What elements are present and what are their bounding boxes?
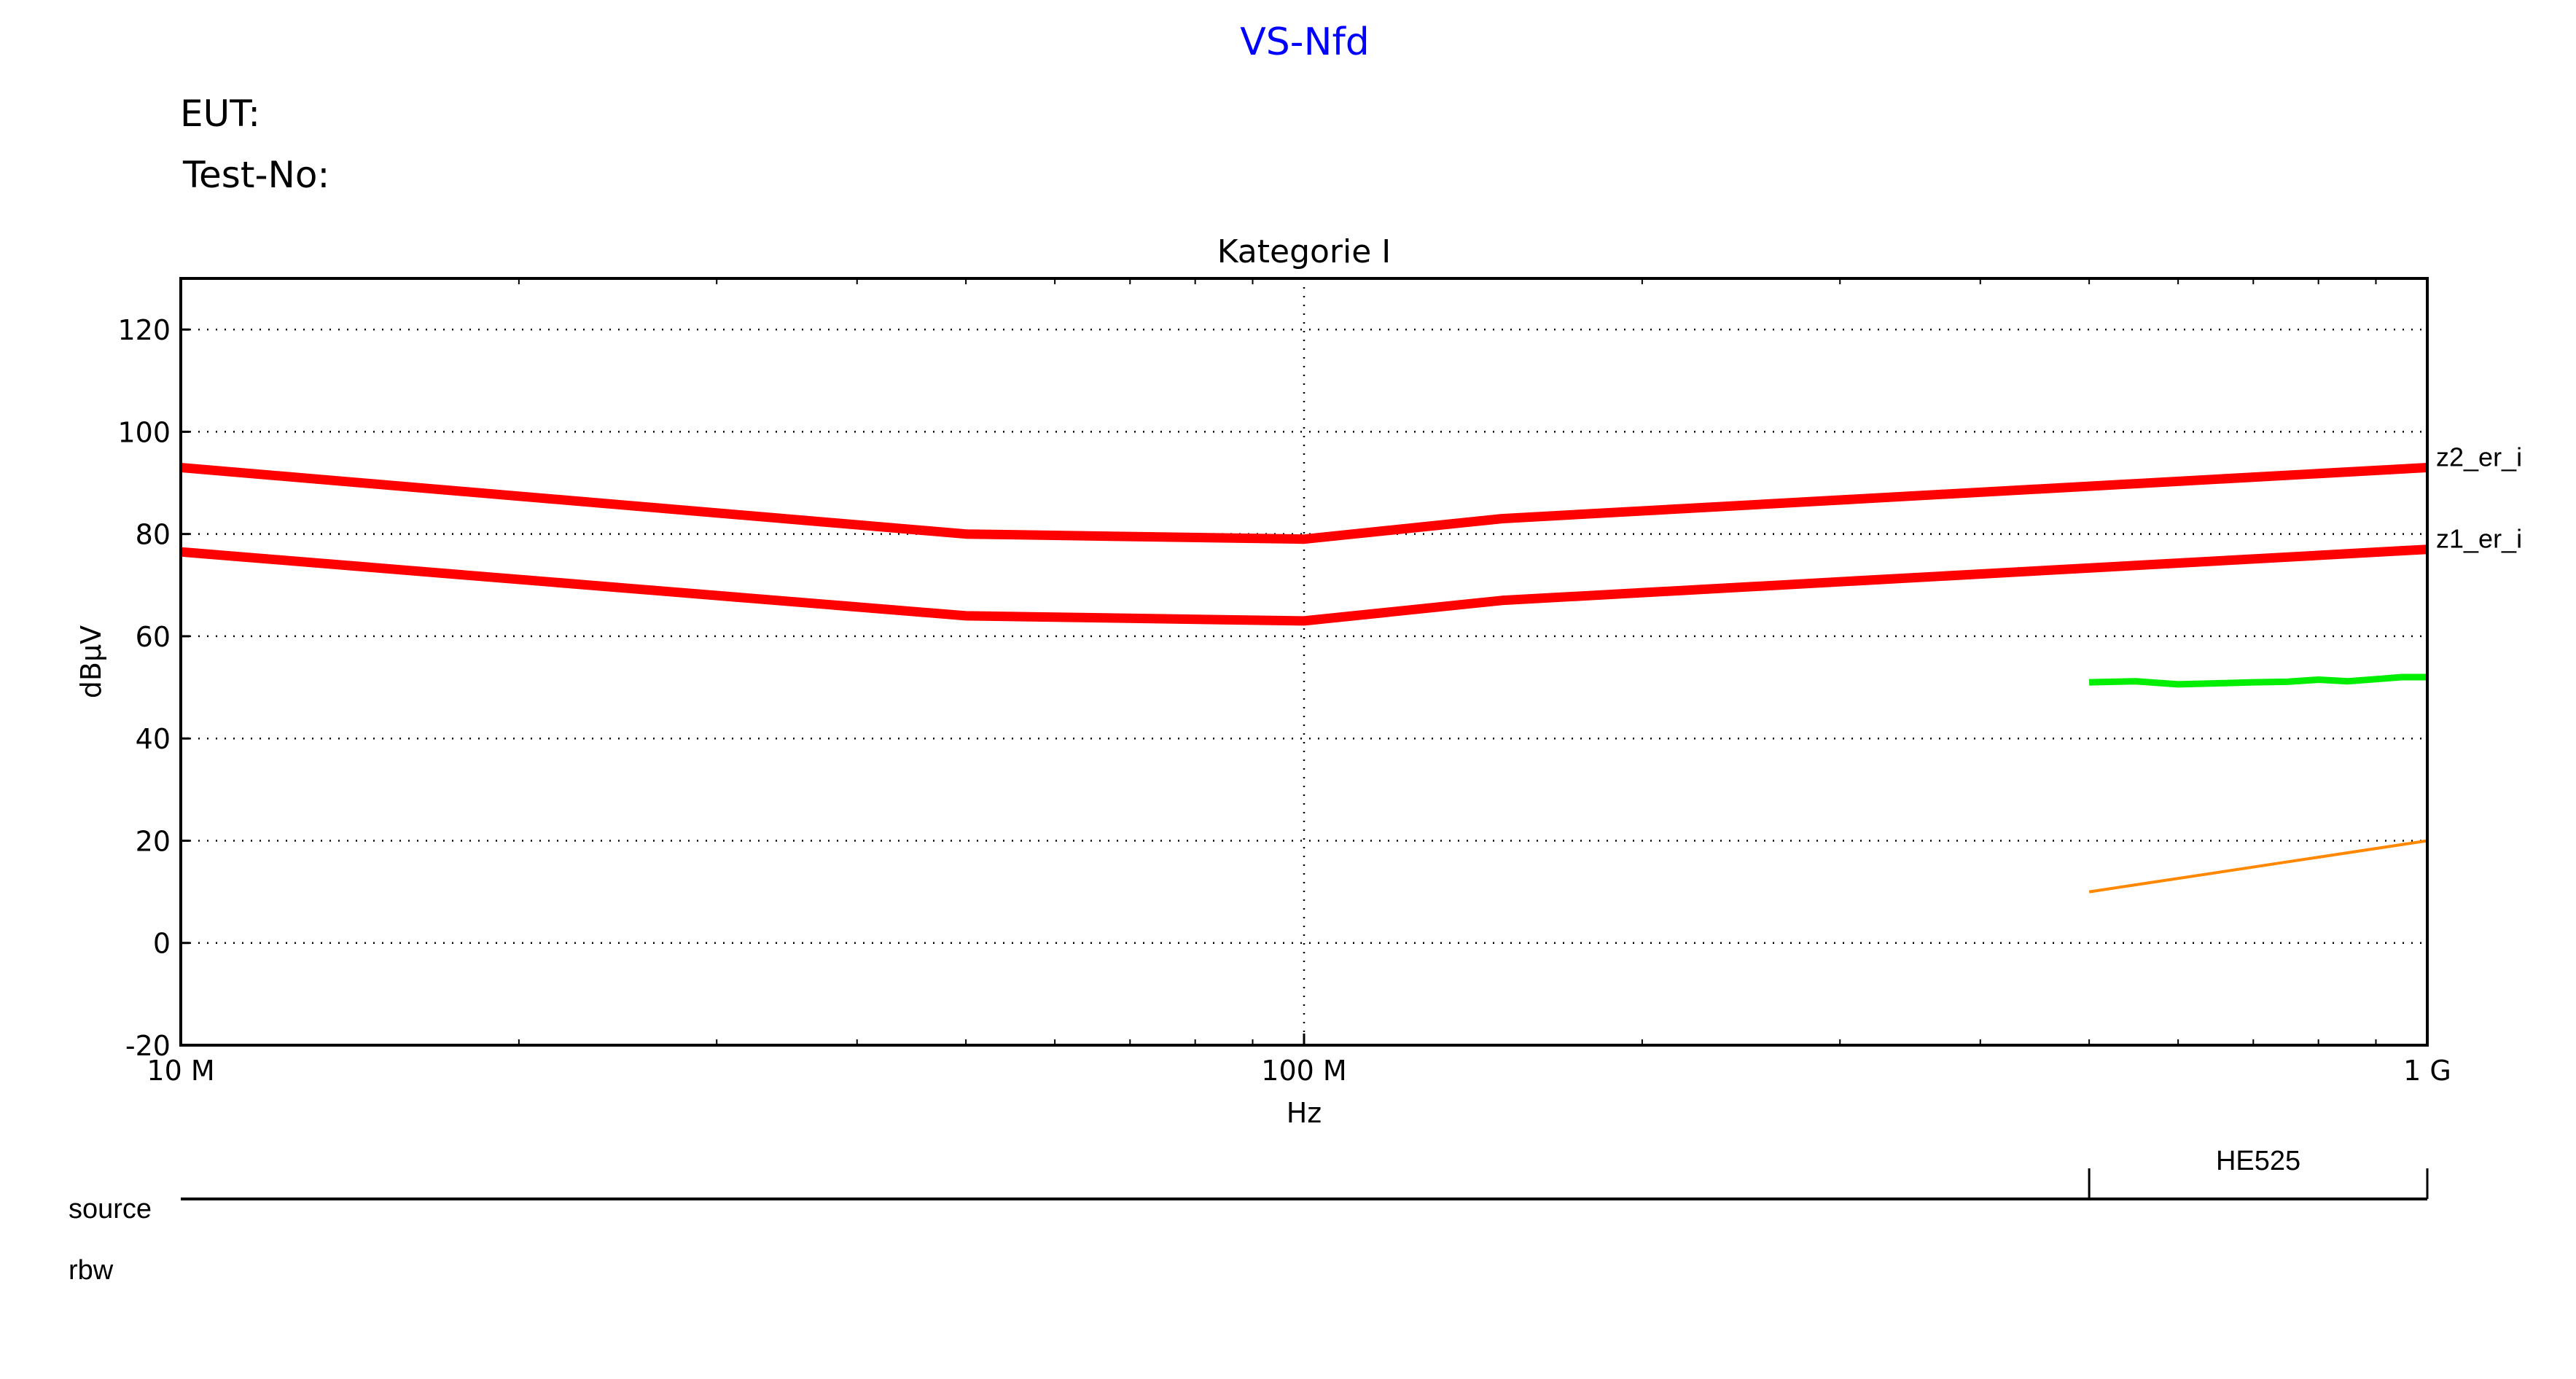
- y-tick-label: 120: [117, 314, 171, 346]
- source-label: source: [69, 1194, 152, 1224]
- series-line-z2_er_i: [180, 463, 2428, 544]
- y-tick-label: 0: [153, 928, 171, 960]
- source-segment-label: HE525: [2216, 1146, 2300, 1176]
- report-title: VS-Nfd: [1240, 20, 1370, 64]
- y-tick-label: 60: [136, 621, 171, 653]
- chart-title: Kategorie I: [1217, 233, 1392, 270]
- y-tick-label: -20: [125, 1030, 171, 1062]
- y-axis-label: dBµV: [75, 625, 107, 698]
- eut-label: EUT:: [180, 93, 261, 135]
- series-label: z1_er_i: [2436, 524, 2522, 554]
- source-bar: HE525: [181, 1146, 2429, 1200]
- y-tick-label: 20: [136, 825, 171, 857]
- y-tick-label: 100: [117, 416, 171, 448]
- test-no-label: Test-No:: [183, 154, 330, 196]
- x-tick-label: 100 M: [1261, 1055, 1346, 1087]
- axis-ticks: -20 0 20 40 60 80 100 120 10 M 100 M 1 G: [117, 278, 2451, 1087]
- series-line-trace-3: [2088, 839, 2428, 894]
- y-tick-label: 80: [136, 519, 171, 551]
- series-label: z2_er_i: [2436, 442, 2522, 472]
- series-line-trace-2: [2089, 673, 2427, 688]
- x-tick-label: 1 G: [2403, 1055, 2451, 1087]
- y-tick-label: 40: [136, 723, 171, 755]
- x-tick-label: 10 M: [147, 1055, 214, 1087]
- series-line-z1_er_i: [180, 544, 2428, 626]
- rbw-label: rbw: [69, 1255, 114, 1286]
- x-axis-label: Hz: [1287, 1097, 1322, 1129]
- grid-lines: [181, 278, 2427, 1045]
- series-layer: z2_er_i z1_er_i: [180, 442, 2522, 894]
